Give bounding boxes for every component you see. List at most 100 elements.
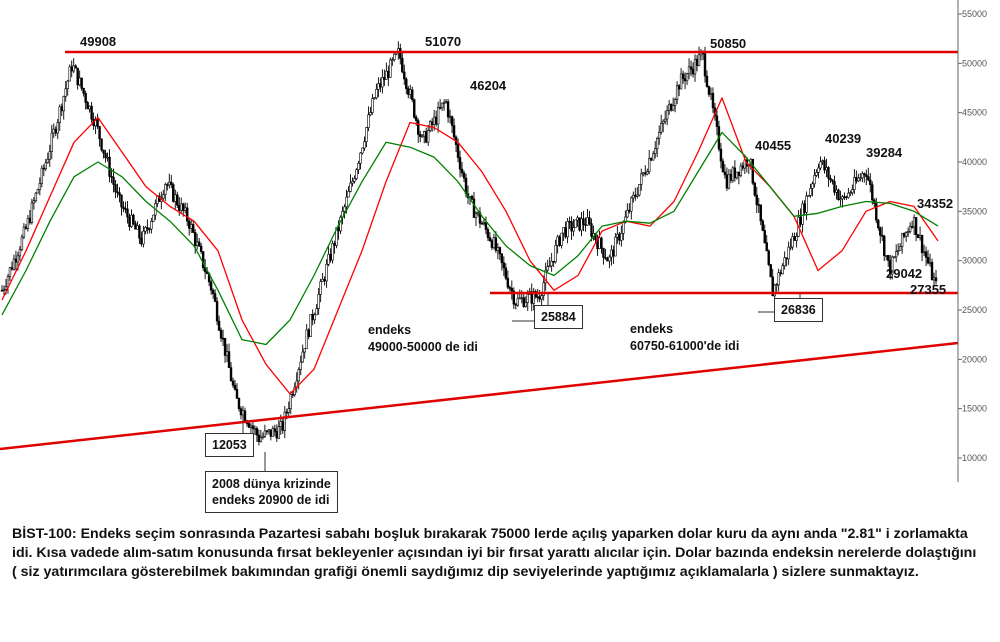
peak-label: 40455 bbox=[755, 138, 791, 153]
candle-body bbox=[289, 394, 292, 409]
candle-body bbox=[486, 229, 490, 238]
candle-body bbox=[462, 172, 466, 179]
y-tick-label: 25000 bbox=[962, 305, 987, 315]
candle-body bbox=[789, 246, 792, 249]
candle-body bbox=[514, 303, 518, 306]
candle-body bbox=[241, 410, 245, 416]
candle-body bbox=[622, 222, 625, 234]
candle-body bbox=[638, 184, 641, 196]
candle-body bbox=[227, 351, 231, 368]
candle-body bbox=[853, 177, 856, 190]
candle-body bbox=[438, 107, 442, 109]
candle-body bbox=[924, 251, 928, 258]
candle-body bbox=[518, 297, 521, 300]
candle-body bbox=[62, 96, 65, 112]
candle-body bbox=[70, 66, 73, 72]
candle-body bbox=[401, 58, 404, 73]
candle-body bbox=[496, 247, 500, 251]
candle-body bbox=[733, 167, 737, 179]
candle-body bbox=[359, 152, 362, 164]
candle-body bbox=[213, 293, 217, 302]
y-tick-label: 40000 bbox=[962, 157, 987, 167]
candle-body bbox=[906, 231, 910, 233]
candle-body bbox=[124, 208, 127, 210]
candle-body bbox=[474, 213, 478, 218]
candle-body bbox=[598, 237, 601, 249]
candle-body bbox=[247, 423, 251, 428]
candle-body bbox=[211, 289, 215, 294]
peak-label: 29042 bbox=[886, 266, 922, 281]
candle-body bbox=[657, 131, 661, 139]
candle-body bbox=[885, 255, 888, 257]
candle-body bbox=[255, 428, 259, 436]
note-line: endeks bbox=[630, 322, 674, 336]
candle-body bbox=[697, 54, 701, 66]
candle-body bbox=[409, 89, 412, 95]
candle-body bbox=[540, 295, 543, 300]
candle-body bbox=[74, 65, 77, 69]
candle-body bbox=[421, 135, 424, 138]
candle-body bbox=[275, 431, 279, 439]
candle-body bbox=[64, 88, 67, 97]
candle-body bbox=[373, 97, 376, 100]
candle-body bbox=[727, 174, 731, 189]
candle-body bbox=[912, 217, 916, 228]
candle-body bbox=[902, 233, 906, 237]
candle-body bbox=[554, 245, 557, 263]
candle-body bbox=[233, 384, 237, 390]
candle-body bbox=[914, 217, 918, 236]
candle-body bbox=[560, 232, 563, 246]
note-2008-crisis: 2008 dünya krizinde endeks 20900 de idi bbox=[205, 471, 338, 513]
candle-body bbox=[430, 121, 434, 125]
candle-body bbox=[859, 177, 862, 180]
candle-body bbox=[164, 184, 167, 195]
candle-body bbox=[532, 291, 535, 304]
candle-body bbox=[415, 116, 418, 121]
candle-body bbox=[552, 260, 555, 263]
candle-body bbox=[432, 116, 436, 125]
candle-body bbox=[687, 66, 691, 75]
candle-body bbox=[219, 329, 223, 339]
candle-body bbox=[851, 189, 854, 193]
candle-body bbox=[681, 73, 685, 79]
candle-body bbox=[385, 70, 388, 80]
candle-body bbox=[773, 284, 776, 297]
candle-body bbox=[299, 361, 302, 370]
candle-body bbox=[839, 198, 842, 201]
candle-body bbox=[707, 86, 711, 95]
candle-body bbox=[150, 221, 153, 230]
candle-body bbox=[675, 85, 679, 100]
candle-body bbox=[132, 214, 135, 224]
candle-body bbox=[18, 249, 22, 257]
candle-body bbox=[277, 426, 281, 439]
candle-body bbox=[845, 196, 848, 199]
candle-body bbox=[178, 204, 181, 211]
candle-body bbox=[538, 296, 541, 300]
candle-body bbox=[291, 394, 294, 396]
candle-body bbox=[759, 204, 762, 222]
candle-body bbox=[898, 246, 902, 251]
candle-body bbox=[142, 230, 145, 245]
candle-body bbox=[520, 297, 523, 299]
note-line: 49000-50000 de idi bbox=[368, 340, 478, 354]
candle-body bbox=[269, 429, 273, 437]
candle-body bbox=[301, 351, 304, 363]
candle-body bbox=[331, 243, 334, 261]
candle-body bbox=[347, 191, 350, 198]
candle-body bbox=[739, 165, 743, 176]
candle-body bbox=[345, 196, 348, 208]
candle-body bbox=[644, 172, 647, 175]
candle-body bbox=[861, 173, 864, 179]
peak-label: 39284 bbox=[866, 145, 903, 160]
candle-body bbox=[550, 260, 553, 267]
candle-body bbox=[82, 88, 85, 94]
candle-body bbox=[620, 233, 623, 241]
candle-body bbox=[833, 181, 836, 193]
candle-body bbox=[715, 115, 719, 127]
candle-body bbox=[379, 83, 382, 88]
candle-body bbox=[217, 320, 221, 331]
candle-body bbox=[582, 218, 585, 225]
candle-body bbox=[711, 92, 715, 109]
candle-body bbox=[612, 249, 615, 257]
candle-body bbox=[130, 214, 133, 227]
